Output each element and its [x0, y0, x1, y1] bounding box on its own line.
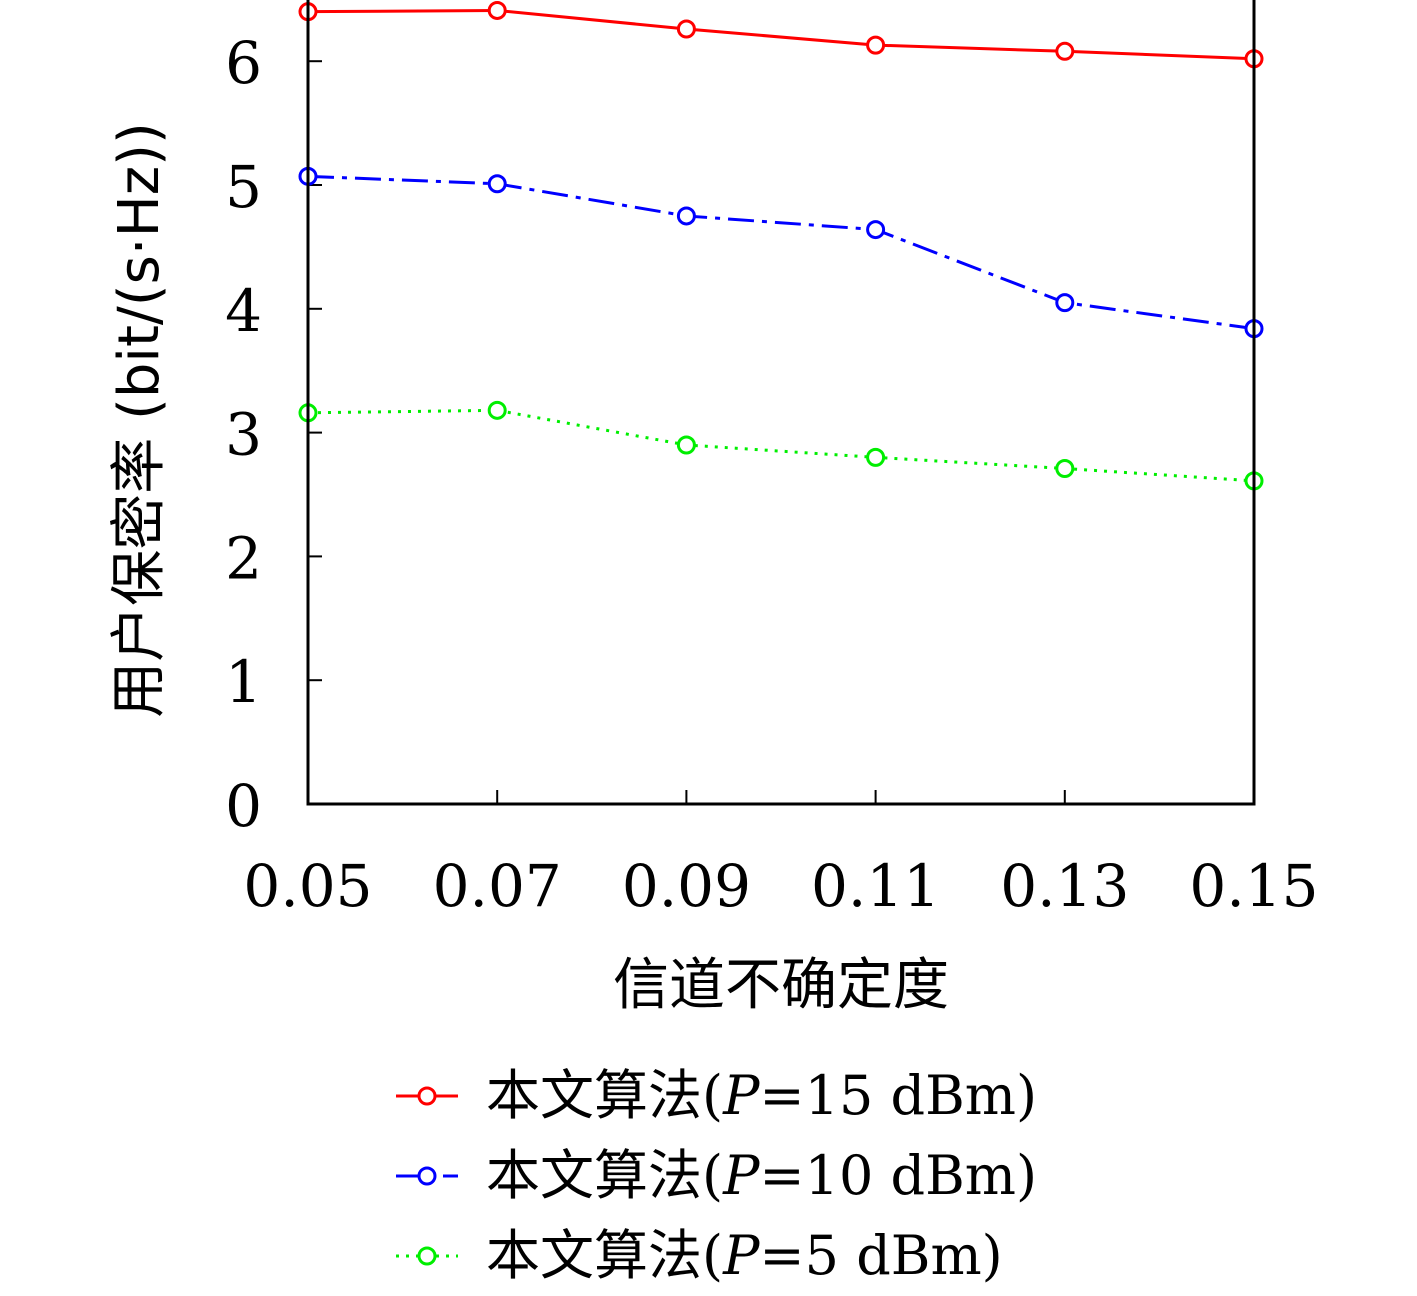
- x-tick-label: 0.05: [243, 852, 372, 920]
- series-layer: [298, 0, 1264, 491]
- legend-label: 本文算法(P=5 dBm): [486, 1224, 1003, 1287]
- data-point: [1055, 41, 1075, 61]
- data-point: [866, 35, 886, 55]
- data-point: [866, 447, 886, 467]
- x-tick-label: 0.11: [811, 852, 940, 920]
- x-axis-title: 信道不确定度: [613, 953, 949, 1018]
- y-tick-label: 0: [225, 772, 262, 840]
- tick-labels: 0.05 0.07 0.09 0.11 0.13 0.15 0 1 2 3 4 5 6: [225, 29, 1318, 920]
- series-line: [307, 408, 1255, 483]
- y-axis-title: 用户保密率 (bit/(s·Hz)): [107, 122, 172, 718]
- data-point: [1055, 459, 1075, 479]
- x-tick-label: 0.09: [622, 852, 751, 920]
- axis-ticks: [307, 60, 1255, 805]
- legend-item: 本文算法(P=10 dBm): [396, 1144, 1037, 1207]
- y-tick-label: 5: [225, 153, 262, 221]
- legend: 本文算法(P=15 dBm) 本文算法(P=10 dBm) 本文算法(P=5 dBm…: [396, 1064, 1037, 1287]
- legend-item: 本文算法(P=15 dBm): [396, 1064, 1037, 1127]
- legend-marker: [417, 1166, 437, 1186]
- y-tick-label: 4: [225, 277, 262, 345]
- legend-marker: [417, 1086, 437, 1106]
- series-line: [307, 8, 1255, 61]
- legend-label: 本文算法(P=15 dBm): [486, 1064, 1037, 1127]
- data-point: [1055, 293, 1075, 313]
- series-line: [307, 174, 1255, 331]
- series-1: [298, 0, 1264, 69]
- x-tick-label: 0.07: [433, 852, 562, 920]
- data-point: [487, 0, 507, 20]
- x-tick-label: 0.13: [1000, 852, 1129, 920]
- plot-area-frame: [306, 0, 1256, 806]
- y-tick-label: 6: [225, 29, 262, 97]
- series-3: [298, 400, 1264, 491]
- data-point: [676, 435, 696, 455]
- data-point: [487, 174, 507, 194]
- data-point: [676, 206, 696, 226]
- y-tick-label: 3: [225, 401, 262, 469]
- series-2: [298, 166, 1264, 339]
- data-point: [866, 220, 886, 240]
- data-point: [676, 19, 696, 39]
- x-tick-label: 0.15: [1189, 852, 1318, 920]
- legend-label: 本文算法(P=10 dBm): [486, 1144, 1037, 1207]
- legend-item: 本文算法(P=5 dBm): [396, 1224, 1003, 1287]
- data-point: [487, 400, 507, 420]
- y-tick-label: 1: [225, 648, 262, 716]
- legend-marker: [417, 1246, 437, 1266]
- y-tick-label: 2: [225, 524, 262, 592]
